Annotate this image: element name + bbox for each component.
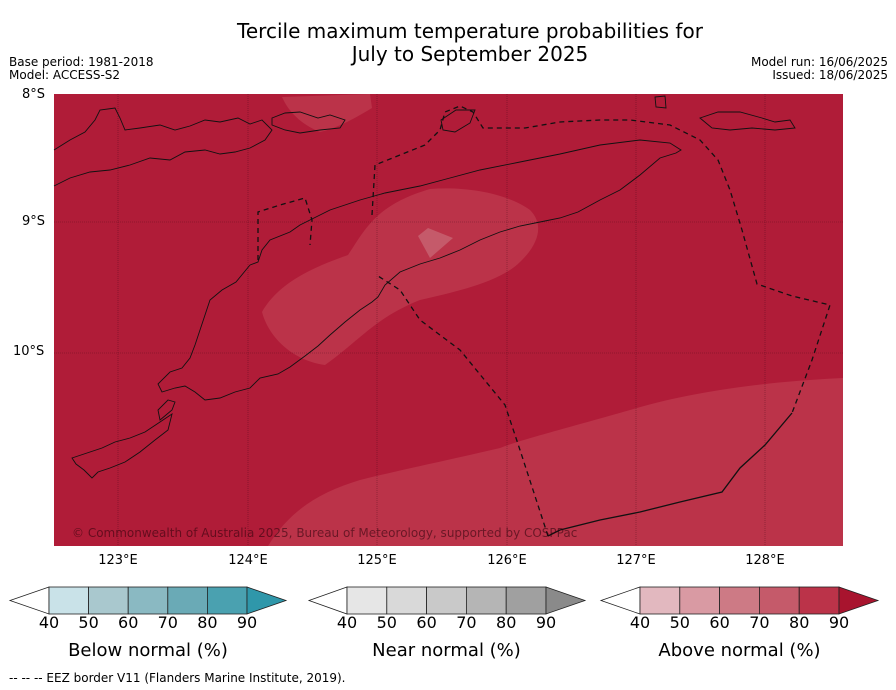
rote-island [71,412,173,479]
colorbar-tick-label: 60 [118,613,139,632]
colorbar-tick-label: 80 [789,613,810,632]
coastlines [53,95,796,479]
colorbar-swatch [465,586,507,615]
colorbar-under-triangle [8,586,50,615]
probability-patch-east [268,378,843,546]
lon-label-125e: 125°E [357,553,397,568]
small-island-ne [654,95,667,109]
title-line-1: Tercile maximum temperature probabilitie… [237,19,703,43]
lon-label-128e: 128°E [745,553,785,568]
eez-solid [547,412,793,537]
colorbar-swatch [127,586,169,615]
gridlines [54,94,843,546]
colorbar-swatch [48,586,89,615]
colorbar-swatch [426,586,467,615]
colorbar-tick-label: 40 [629,613,651,632]
timor-island [157,139,682,401]
colorbar-under-triangle [599,586,641,615]
colorbar-tick-label: 80 [496,613,517,632]
lat-label-10s: 10°S [13,344,45,359]
colorbars [8,586,880,615]
colorbar-over-triangle [838,586,880,615]
eez-dashed-west [257,197,313,260]
colorbar-swatch [505,586,547,615]
colorbar-tick-label: 50 [78,613,99,632]
chart-title: Tercile maximum temperature probabilitie… [0,20,896,66]
lon-label-123e: 123°E [98,553,138,568]
wetar-island [440,109,476,133]
probability-patch-north [282,94,372,132]
colorbar-tick-label: 40 [336,613,358,632]
colorbar-title: Near normal (%) [372,640,521,661]
colorbar-swatch [346,586,388,615]
lat-label-9s: 9°S [22,214,46,229]
flores-island [53,107,273,187]
model-run: Model run: 16/06/2025 [750,55,888,69]
lon-label-126e: 126°E [487,553,527,568]
colorbar-tick-label: 90 [535,613,557,632]
colorbar-swatch [759,586,800,615]
colorbar-title: Above normal (%) [658,640,821,661]
colorbar-swatch [639,586,681,615]
colorbar-tick-label: 60 [709,613,730,632]
colorbar-tick-label: 70 [456,613,477,632]
lon-label-127e: 127°E [616,553,656,568]
colorbar-swatch [719,586,760,615]
colorbar-tick-label: 70 [157,613,178,632]
model-name: Model: ACCESS-S2 [9,68,121,82]
issued-date: Issued: 18/06/2025 [772,68,888,82]
colorbar-swatch [206,586,248,615]
probability-patch-small [418,228,453,258]
colorbar-swatch [88,586,129,615]
copyright-notice: © Commonwealth of Australia 2025, Bureau… [72,526,578,540]
meta-left: Base period: 1981-2018 Model: ACCESS-S2 [9,56,154,82]
colorbar-under-triangle [307,586,348,615]
title-line-2: July to September 2025 [351,42,589,66]
colorbar-tick-label: 90 [236,613,258,632]
colorbar-tick-label: 50 [669,613,690,632]
colorbar-tick-label: 90 [828,613,850,632]
probability-patch-center [262,188,539,365]
semau-island [157,399,176,421]
colorbar-title: Below normal (%) [68,640,228,661]
eez-footnote: -- -- -- EEZ border V11 (Flanders Marine… [9,671,346,685]
colorbar-tick-label: 50 [376,613,397,632]
colorbar-swatch [386,586,427,615]
alor-island [271,111,346,134]
eez-dashed [371,105,831,414]
lon-label-124e: 124°E [228,553,268,568]
colorbar-tick-label: 60 [416,613,437,632]
colorbar-tick-label: 70 [749,613,770,632]
lat-label-8s: 8°S [22,87,46,102]
eez-dashed-inner [377,275,549,537]
colorbar-over-triangle [545,586,587,615]
colorbar-tick-label: 40 [38,613,60,632]
eez-border [257,105,831,537]
colorbar-over-triangle [246,586,288,615]
meta-right: Model run: 16/06/2025 Issued: 18/06/2025 [751,56,888,82]
base-period: Base period: 1981-2018 [9,55,154,69]
colorbar-swatch [679,586,720,615]
colorbar-swatch [798,586,840,615]
north-islands [699,111,796,131]
colorbar-swatch [167,586,208,615]
colorbar-tick-label: 80 [197,613,218,632]
